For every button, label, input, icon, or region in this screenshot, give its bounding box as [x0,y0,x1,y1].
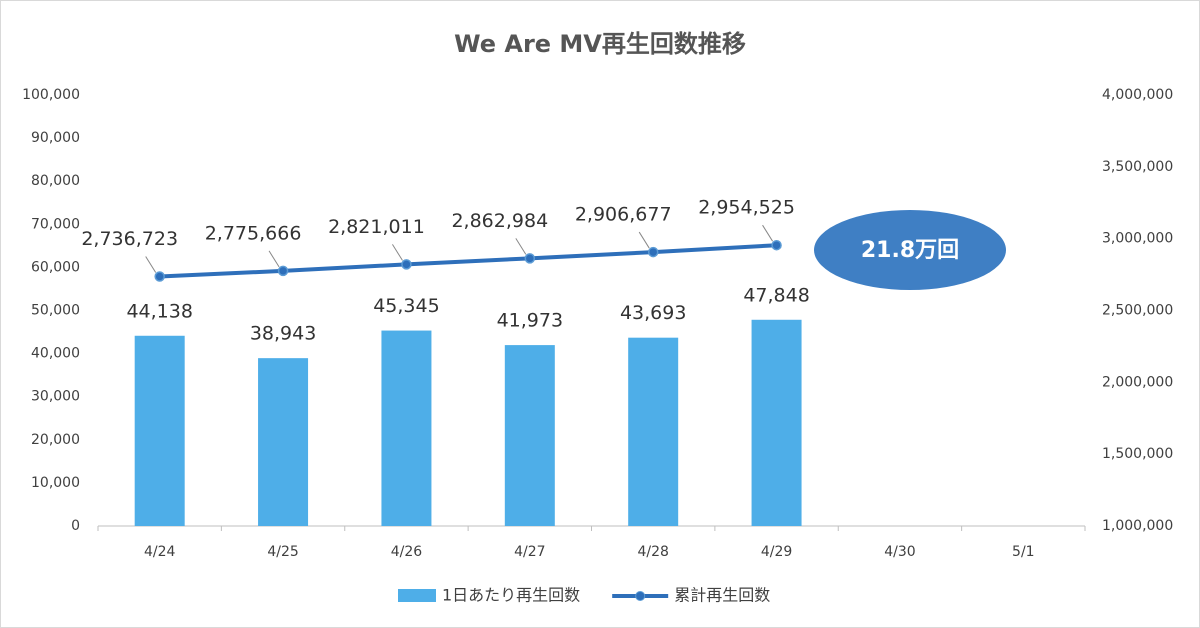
line-marker [401,259,412,270]
line-marker [647,246,659,258]
value-label: 47,848 [743,284,809,306]
y-tick-label: 60,000 [31,259,80,275]
bar [381,330,432,526]
value-label: 2,954,525 [698,197,795,219]
legend-marker [635,591,646,601]
x-tick-label: 4/25 [267,544,298,560]
annotation: 21.8万回 [861,238,959,263]
x-tick-label: 4/26 [391,544,423,560]
value-label: 38,943 [250,323,316,345]
bar [628,337,679,526]
line-marker [277,265,289,277]
y2-tick-label: 3,000,000 [1102,231,1173,247]
bar [258,358,309,526]
x-tick-label: 5/1 [1012,544,1035,560]
y-tick-label: 70,000 [31,216,80,232]
y-tick-label: 80,000 [31,173,80,189]
value-label: 2,775,666 [205,222,302,244]
line-marker [524,253,536,264]
y-tick-label: 10,000 [31,475,80,491]
leader-line [638,231,650,249]
y-tick-label: 50,000 [31,303,80,319]
annotation-bubble [814,210,1006,290]
bar [134,335,185,526]
value-label: 43,693 [620,302,686,324]
bar [751,319,802,526]
leader-line [392,244,403,261]
leader-line [762,224,773,242]
value-label: 41,973 [497,310,563,332]
leader-line [268,250,280,268]
leader-line [145,256,157,273]
y-tick-label: 100,000 [22,87,80,103]
y2-tick-label: 2,000,000 [1102,374,1173,390]
legend-label: 累計再生回数 [674,586,770,605]
value-label: 44,138 [126,300,192,322]
value-label: 2,862,984 [451,210,548,232]
value-label: 2,736,723 [81,228,178,250]
x-tick-label: 4/28 [637,544,668,560]
x-tick-label: 4/30 [884,544,915,560]
x-tick-label: 4/24 [144,544,176,560]
legend-swatch [398,589,436,602]
chart-title: We Are MV再生回数推移 [454,30,746,58]
line [159,243,777,279]
value-label: 2,906,677 [575,204,672,226]
value-label: 45,345 [373,295,439,317]
line-marker [154,271,165,282]
bar [504,345,555,526]
y2-tick-label: 4,000,000 [1102,87,1173,103]
line-marker [771,239,782,251]
leader-line [515,238,527,255]
y2-tick-label: 3,500,000 [1102,159,1173,175]
y2-tick-label: 2,500,000 [1102,303,1173,319]
value-label: 2,821,011 [328,216,425,238]
legend-label: 1日あたり再生回数 [442,586,580,605]
y-tick-label: 40,000 [31,346,80,362]
x-tick-label: 4/27 [514,544,545,560]
x-tick-label: 4/29 [761,544,792,560]
y2-tick-label: 1,000,000 [1102,518,1173,534]
y-tick-label: 90,000 [31,130,80,146]
y2-tick-label: 1,500,000 [1102,446,1173,462]
y-tick-label: 30,000 [31,389,80,405]
y-tick-label: 0 [71,518,80,534]
y-tick-label: 20,000 [31,432,80,448]
